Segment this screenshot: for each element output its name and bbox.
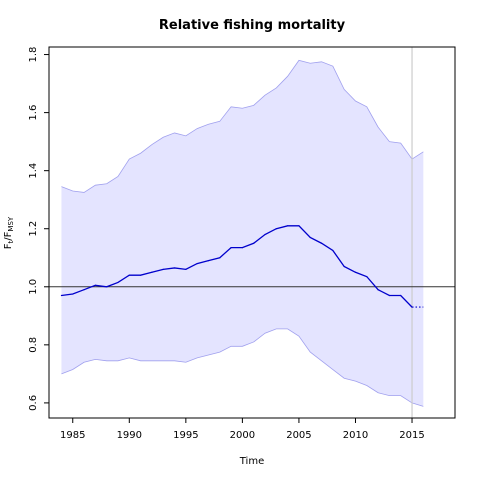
confidence-band bbox=[61, 60, 424, 407]
data-point bbox=[230, 246, 232, 249]
data-point bbox=[287, 225, 289, 227]
y-tick-label: 0.8 bbox=[28, 337, 39, 353]
x-tick-label: 1985 bbox=[60, 430, 85, 441]
data-point bbox=[388, 294, 391, 297]
data-point bbox=[241, 246, 243, 249]
y-axis-label-separator: /F bbox=[3, 231, 14, 240]
data-point bbox=[207, 260, 210, 262]
y-axis-label-main: F bbox=[3, 243, 14, 249]
plot-frame bbox=[48, 46, 456, 419]
x-tick-label: 2000 bbox=[230, 430, 255, 441]
y-tick-label: 0.6 bbox=[28, 395, 39, 411]
data-point bbox=[354, 271, 357, 273]
data-point bbox=[72, 293, 74, 295]
data-point bbox=[196, 262, 198, 265]
data-point bbox=[162, 268, 164, 270]
data-point bbox=[377, 289, 379, 291]
data-point bbox=[219, 257, 221, 259]
x-tick-label: 2015 bbox=[399, 430, 424, 441]
data-point bbox=[275, 228, 277, 230]
data-point bbox=[60, 294, 63, 297]
data-point bbox=[264, 233, 266, 236]
chart-title: Relative fishing mortality bbox=[159, 18, 346, 33]
data-point bbox=[332, 249, 334, 252]
confidence-band-layer bbox=[61, 59, 424, 407]
y-axis-label-sub-msy: MSY bbox=[7, 216, 15, 231]
y-tick-label: 1.8 bbox=[28, 47, 39, 63]
y-tick-label: 1.2 bbox=[28, 221, 39, 237]
x-tick-label: 1990 bbox=[117, 430, 142, 441]
upper-bound-line bbox=[61, 59, 424, 193]
data-point bbox=[298, 225, 300, 227]
estimate-line bbox=[61, 225, 413, 308]
data-point bbox=[151, 271, 153, 273]
y-tick-label: 1.0 bbox=[28, 279, 39, 295]
y-axis-label: Ft/FMSY bbox=[3, 216, 15, 249]
data-point bbox=[83, 289, 85, 291]
data-point bbox=[117, 281, 119, 284]
y-axis-label-sub-t: t bbox=[7, 240, 15, 243]
axes-layer: 1985 1990 1995 2000 2005 2010 2015 0.6 0.8 1.0 1.2… bbox=[28, 46, 456, 441]
data-point bbox=[185, 268, 187, 270]
y-tick-label: 1.4 bbox=[28, 163, 39, 179]
x-tick-label: 2010 bbox=[343, 430, 368, 441]
data-point bbox=[106, 286, 108, 288]
data-point bbox=[140, 274, 142, 276]
data-point bbox=[173, 267, 176, 269]
x-axis-label: Time bbox=[239, 456, 264, 467]
lower-bound-line bbox=[61, 328, 424, 407]
x-tick-label: 2005 bbox=[286, 430, 311, 441]
data-point bbox=[366, 276, 368, 278]
data-point bbox=[128, 274, 130, 276]
data-point bbox=[94, 284, 96, 286]
data-point bbox=[343, 265, 345, 268]
chart-lines-layer bbox=[49, 47, 455, 418]
data-point bbox=[309, 236, 311, 239]
data-point bbox=[253, 242, 255, 244]
x-tick-label: 1995 bbox=[173, 430, 198, 441]
data-point bbox=[320, 242, 323, 244]
data-point bbox=[400, 294, 402, 297]
y-tick-label: 1.6 bbox=[28, 105, 39, 121]
